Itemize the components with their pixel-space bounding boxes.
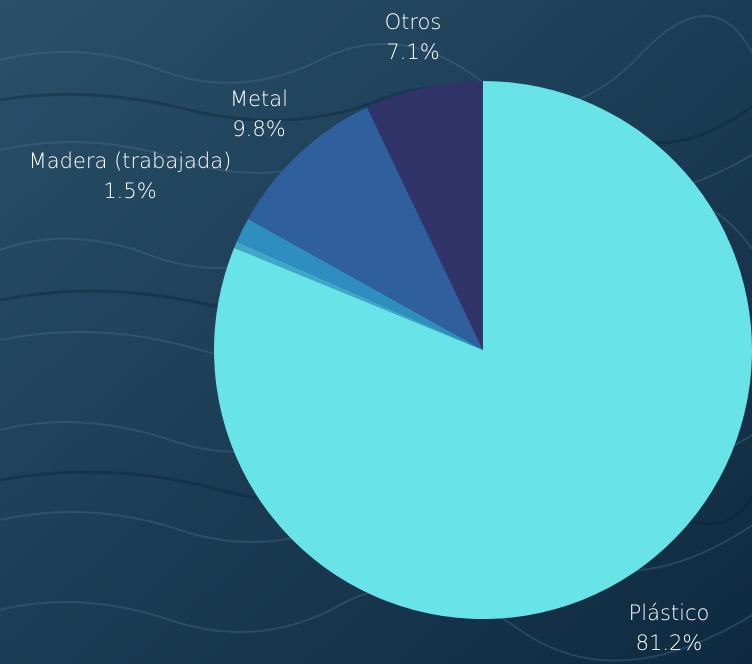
slice-label-pl-stico: Plástico: [629, 601, 710, 625]
slice-otros: [366, 81, 483, 350]
slice-value-metal: 9.8%: [232, 117, 285, 141]
slice-value-otros: 7.1%: [386, 40, 439, 64]
slice-unlabeled-1: [234, 241, 483, 350]
slice-value-pl-stico: 81.2%: [636, 631, 703, 655]
slice-madera-trabajada: [236, 218, 483, 350]
slice-value-madera-trabajada: 1.5%: [103, 179, 156, 203]
slice-metal: [248, 107, 483, 351]
slice-pl-stico: [214, 81, 752, 619]
slice-label-metal: Metal: [230, 87, 288, 111]
slice-label-madera-trabajada: Madera (trabajada): [29, 149, 232, 173]
slice-label-otros: Otros: [385, 10, 442, 34]
